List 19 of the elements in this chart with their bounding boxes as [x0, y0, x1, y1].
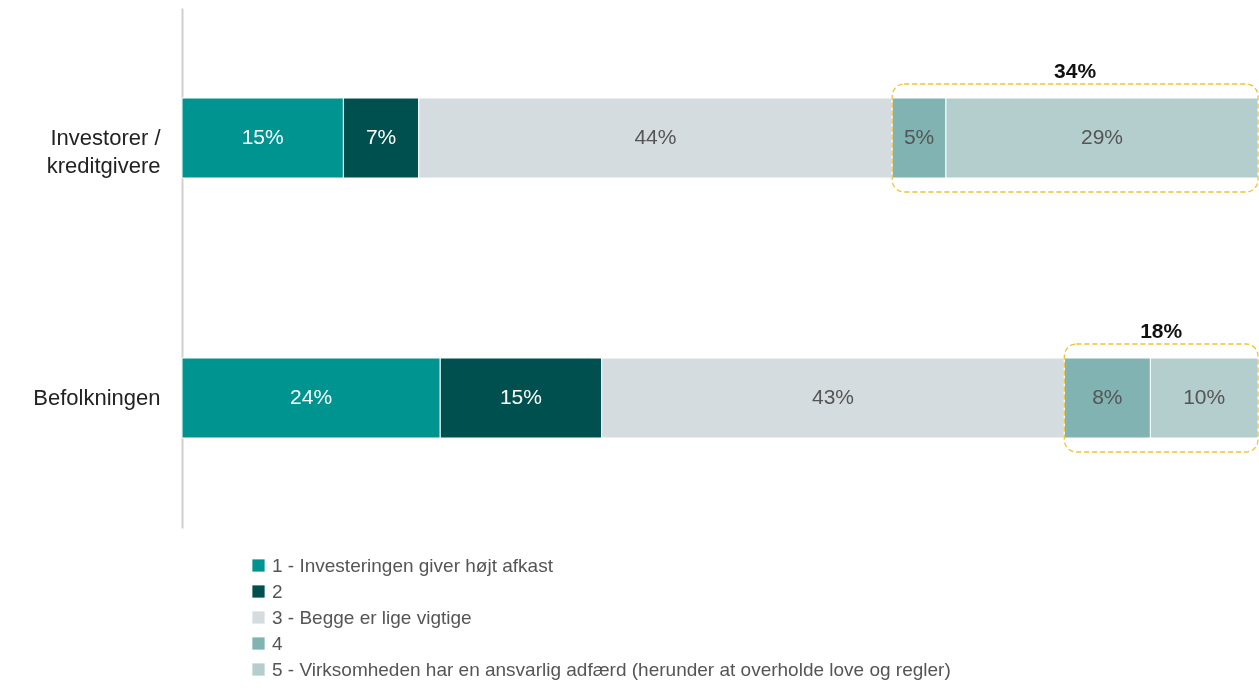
y-tick-label: Befolkningen — [33, 385, 161, 410]
legend-label: 2 — [272, 580, 283, 602]
legend-label: 5 - Virksomheden har en ansvarlig adfærd (herunder at overholde love og regler) — [272, 658, 951, 680]
y-tick-label: Investorer / kreditgivere — [46, 125, 162, 178]
legend-label: 3 - Begge er lige vigtige — [272, 606, 472, 628]
legend-label: 1 - Investeringen giver højt afkast — [272, 554, 554, 576]
annotation: 18% — [1140, 319, 1183, 342]
data-label: 7% — [365, 125, 397, 148]
annotation: 34% — [1054, 59, 1097, 82]
data-label: 5% — [903, 125, 935, 148]
data-label: 43% — [811, 385, 854, 408]
legend-label: 4 — [272, 632, 283, 654]
data-label: 15% — [499, 385, 542, 408]
data-label: 24% — [290, 385, 333, 408]
data-label: 15% — [241, 125, 284, 148]
data-label: 10% — [1183, 385, 1226, 408]
data-label: 29% — [1080, 125, 1123, 148]
data-label: 8% — [1092, 385, 1123, 408]
data-label: 44% — [634, 125, 677, 148]
